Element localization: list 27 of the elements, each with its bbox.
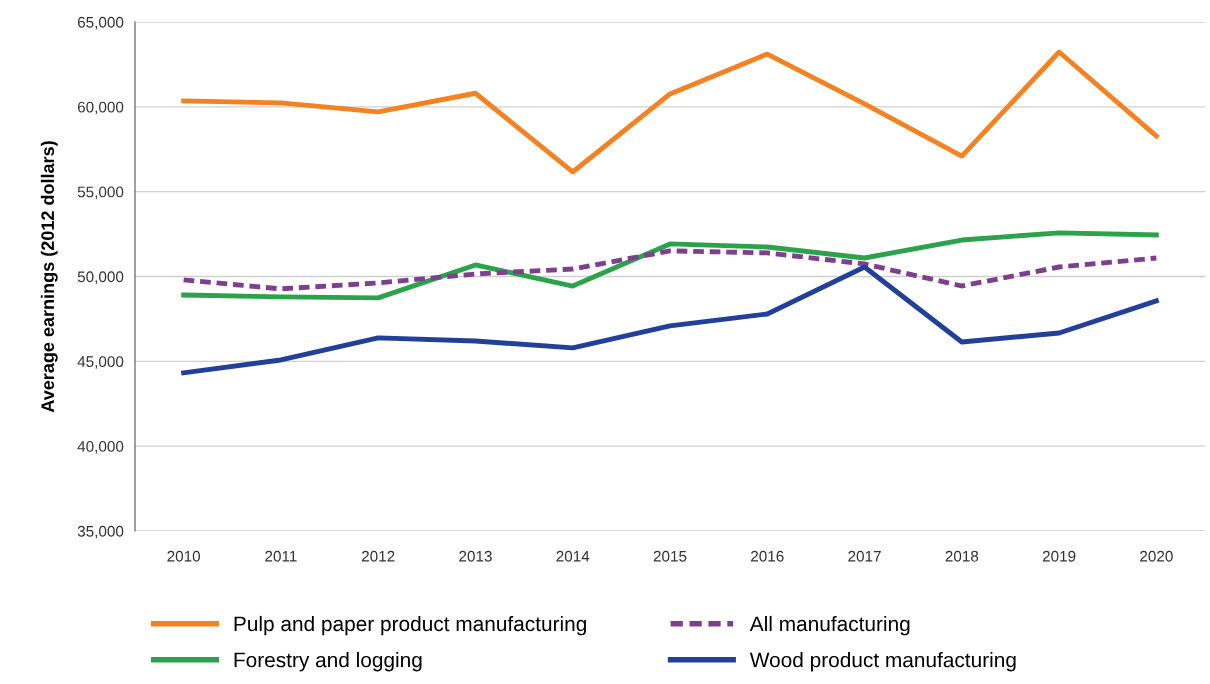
y-tick-label: 40,000	[77, 441, 124, 454]
y-axis-title: Average earnings (2012 dollars)	[40, 141, 58, 413]
x-tick-label: 2014	[556, 550, 590, 562]
x-tick-label: 2010	[167, 550, 201, 562]
y-tick-label: 60,000	[77, 101, 124, 115]
x-tick-label: 2012	[361, 550, 395, 562]
x-tick-label: 2019	[1042, 550, 1076, 562]
legend-label: Wood product manufacturing	[749, 652, 1016, 672]
legend-label: All manufacturing	[749, 615, 910, 636]
x-tick-label: 2017	[848, 550, 881, 562]
legend-label: Pulp and paper product manufacturing	[234, 615, 586, 636]
x-tick-label: 2015	[653, 550, 687, 562]
x-tick-label: 2018	[945, 550, 979, 562]
y-tick-label: 55,000	[77, 186, 124, 200]
line-series	[181, 264, 1159, 376]
line-series	[181, 230, 1159, 301]
y-tick-label: 65,000	[77, 16, 124, 30]
x-tick-label: 2020	[1140, 550, 1173, 562]
y-tick-label: 50,000	[77, 271, 124, 284]
line-series	[181, 248, 1159, 292]
y-tick-label: 35,000	[77, 525, 124, 539]
x-tick-label: 2013	[459, 550, 492, 562]
x-tick-label: 2016	[751, 550, 784, 562]
legend-label: Forestry and logging	[234, 652, 422, 672]
x-tick-label: 2011	[265, 550, 297, 562]
y-tick-label: 45,000	[77, 356, 124, 369]
line-series	[181, 49, 1159, 175]
